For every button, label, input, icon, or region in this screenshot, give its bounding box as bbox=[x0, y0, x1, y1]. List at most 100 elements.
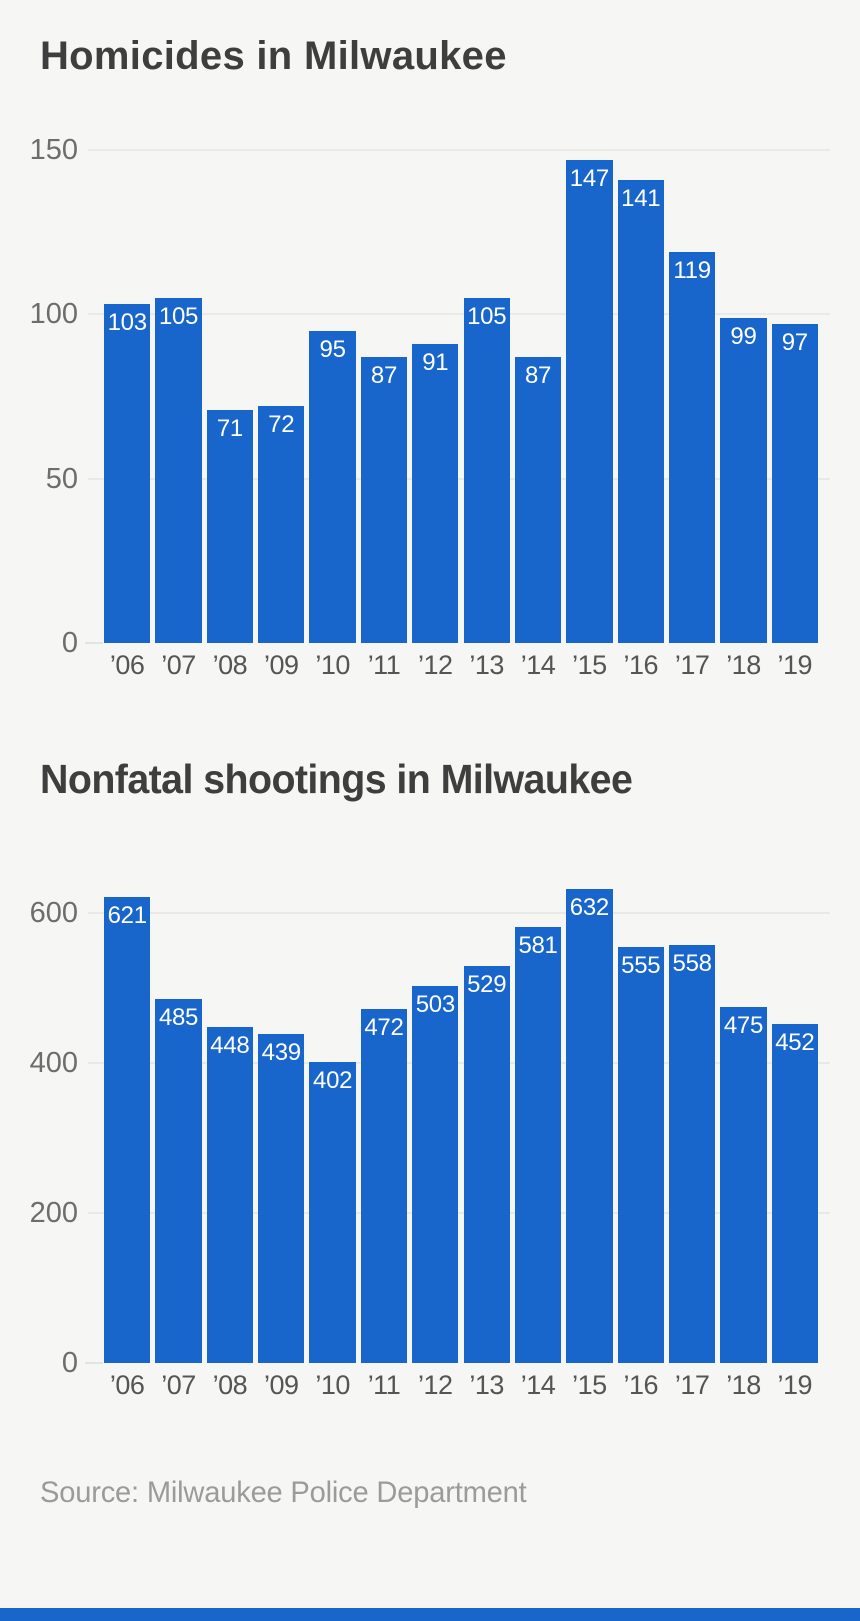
bar-value-label: 72 bbox=[268, 411, 295, 439]
x-tick-label-06: ’06 bbox=[109, 650, 145, 680]
bar-18[interactable]: 99 bbox=[720, 317, 767, 643]
x-tick-label-12: ’12 bbox=[418, 1370, 453, 1400]
bar-value-label: 91 bbox=[422, 348, 449, 376]
bar-value-label: 95 bbox=[319, 335, 346, 363]
x-tick-label-13: ’13 bbox=[469, 1370, 504, 1400]
bar-value-label: 141 bbox=[621, 184, 661, 212]
bar-value-label: 87 bbox=[524, 362, 552, 390]
bar-19[interactable]: 97 bbox=[771, 324, 818, 643]
bar-value-label: 452 bbox=[775, 1029, 815, 1056]
y-tick-label-600: 600 bbox=[29, 897, 78, 929]
x-tick-label-10: ’10 bbox=[315, 650, 350, 680]
bar-14[interactable]: 87 bbox=[514, 357, 562, 643]
y-tick-label-150: 150 bbox=[29, 133, 78, 166]
x-tick-label-17: ’17 bbox=[674, 1370, 710, 1400]
bar-17[interactable]: 558 bbox=[668, 944, 716, 1363]
bar-15[interactable]: 632 bbox=[566, 889, 613, 1363]
gridline-50 bbox=[88, 477, 830, 480]
x-tick-label-19: ’19 bbox=[777, 1370, 813, 1400]
y-tick-label-50: 50 bbox=[45, 462, 78, 495]
bar-value-label: 103 bbox=[107, 309, 147, 337]
bar-value-label: 621 bbox=[107, 902, 147, 930]
bar-value-label: 503 bbox=[415, 990, 455, 1018]
bar-value-label: 581 bbox=[518, 932, 558, 960]
bar-17[interactable]: 119 bbox=[668, 251, 716, 643]
bar-10[interactable]: 402 bbox=[309, 1061, 356, 1363]
bar-value-label: 105 bbox=[467, 302, 507, 330]
bar-18[interactable]: 475 bbox=[720, 1006, 767, 1363]
bar-value-label: 555 bbox=[621, 951, 661, 979]
bar-10[interactable]: 95 bbox=[309, 330, 356, 643]
x-tick-label-18: ’18 bbox=[726, 1370, 761, 1400]
bar-13[interactable]: 105 bbox=[463, 297, 510, 643]
x-tick-label-08: ’08 bbox=[212, 1370, 248, 1400]
bar-value-label: 119 bbox=[673, 256, 711, 284]
x-tick-label-11: ’11 bbox=[367, 650, 401, 680]
y-tick-label-0: 0 bbox=[61, 1347, 78, 1379]
bar-12[interactable]: 503 bbox=[412, 985, 459, 1363]
gridline-600 bbox=[88, 912, 830, 914]
bar-value-label: 71 bbox=[216, 414, 243, 442]
x-tick-label-16: ’16 bbox=[623, 1370, 658, 1400]
bar-08[interactable]: 71 bbox=[206, 409, 254, 643]
x-tick-label-10: ’10 bbox=[315, 1370, 350, 1400]
gridline-400 bbox=[88, 1062, 830, 1064]
bar-09[interactable]: 72 bbox=[258, 406, 305, 643]
y-tick-label-100: 100 bbox=[29, 298, 78, 331]
y-tick-label-0: 0 bbox=[61, 627, 78, 659]
bar-value-label: 87 bbox=[370, 362, 397, 390]
bar-16[interactable]: 141 bbox=[617, 179, 664, 643]
bar-06[interactable]: 621 bbox=[104, 897, 151, 1363]
bar-value-label: 475 bbox=[723, 1011, 764, 1039]
bar-13[interactable]: 529 bbox=[463, 966, 510, 1363]
x-tick-label-08: ’08 bbox=[212, 650, 248, 680]
x-tick-label-13: ’13 bbox=[469, 650, 504, 680]
bar-12[interactable]: 91 bbox=[412, 343, 459, 643]
bar-08[interactable]: 448 bbox=[206, 1027, 254, 1363]
x-tick-label-15: ’15 bbox=[572, 650, 607, 680]
x-tick-label-14: ’14 bbox=[520, 650, 556, 680]
bar-value-label: 529 bbox=[467, 971, 507, 999]
bar-19[interactable]: 452 bbox=[771, 1024, 818, 1363]
x-tick-label-14: ’14 bbox=[520, 1370, 556, 1400]
bar-value-label: 558 bbox=[672, 949, 712, 977]
bar-15[interactable]: 147 bbox=[566, 159, 613, 643]
bar-value-label: 472 bbox=[364, 1014, 404, 1041]
bar-value-label: 97 bbox=[781, 329, 808, 357]
gridline-200 bbox=[88, 1212, 830, 1214]
x-tick-label-17: ’17 bbox=[674, 650, 710, 680]
x-tick-label-15: ’15 bbox=[572, 1370, 607, 1400]
x-tick-label-06: ’06 bbox=[109, 1370, 145, 1400]
gridline-150 bbox=[88, 148, 830, 151]
bar-06[interactable]: 103 bbox=[104, 304, 151, 643]
bar-value-label: 105 bbox=[158, 302, 199, 330]
bar-11[interactable]: 472 bbox=[360, 1009, 408, 1363]
source-credit: Source: Milwaukee Police Department bbox=[40, 1476, 527, 1509]
bar-value-label: 402 bbox=[313, 1066, 353, 1094]
bar-value-label: 439 bbox=[261, 1038, 301, 1066]
bar-value-label: 99 bbox=[730, 322, 757, 350]
x-tick-label-09: ’09 bbox=[263, 1370, 299, 1400]
bar-value-label: 147 bbox=[569, 164, 609, 192]
x-tick-label-07: ’07 bbox=[161, 1370, 196, 1400]
bar-07[interactable]: 485 bbox=[155, 999, 202, 1363]
bar-09[interactable]: 439 bbox=[258, 1033, 305, 1363]
bar-14[interactable]: 581 bbox=[514, 927, 562, 1363]
x-tick-label-07: ’07 bbox=[161, 650, 196, 680]
bar-16[interactable]: 555 bbox=[617, 946, 664, 1363]
bar-07[interactable]: 105 bbox=[155, 297, 202, 643]
bar-value-label: 632 bbox=[569, 894, 609, 921]
homicides-chart-title: Homicides in Milwaukee bbox=[40, 34, 507, 78]
gridline-100 bbox=[88, 313, 830, 316]
x-tick-label-19: ’19 bbox=[777, 650, 813, 680]
baseline-tick bbox=[85, 1362, 103, 1364]
x-tick-label-18: ’18 bbox=[726, 650, 761, 680]
x-tick-label-16: ’16 bbox=[623, 650, 658, 680]
y-tick-label-400: 400 bbox=[29, 1047, 78, 1079]
baseline-tick bbox=[85, 642, 103, 644]
bar-11[interactable]: 87 bbox=[360, 357, 408, 643]
footer-accent-bar bbox=[0, 1608, 860, 1621]
